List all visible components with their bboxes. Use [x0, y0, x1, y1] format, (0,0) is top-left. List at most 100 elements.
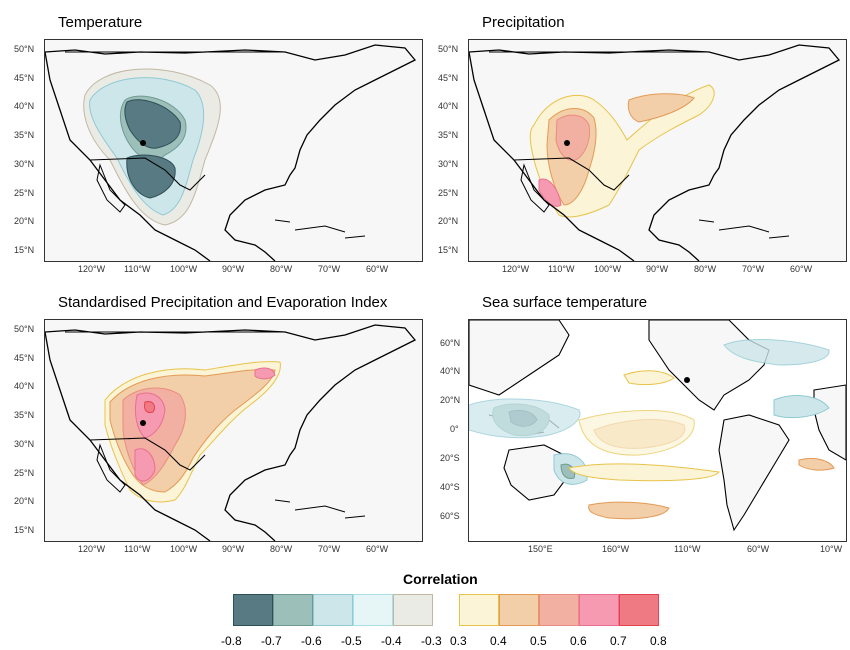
precipitation-lon-tick: 90°W	[646, 264, 669, 274]
precipitation-corr-06	[538, 178, 562, 207]
spei-lon-tick: 80°W	[270, 544, 293, 554]
temperature-lat-tick: 40°N	[14, 101, 35, 111]
temperature-lon-tick: 80°W	[270, 264, 293, 274]
precipitation-lon-tick: 120°W	[502, 264, 530, 274]
sst-corr-neg-04	[723, 339, 830, 366]
spei-lat-tick: 20°N	[14, 496, 35, 506]
spei-border	[65, 331, 285, 471]
spei-lat-tick: 25°N	[14, 468, 35, 478]
legend-label-positive: 0.6	[570, 634, 587, 648]
legend-swatch-positive	[499, 594, 539, 626]
precipitation-lat-tick: 20°N	[438, 216, 459, 226]
spei-corr-07c	[254, 367, 276, 380]
spei-corr-07	[134, 392, 166, 439]
spei-corr-07b	[134, 448, 156, 482]
precipitation-lat-tick: 30°N	[438, 159, 459, 169]
spei-lon-tick: 60°W	[366, 544, 389, 554]
temperature-lat-tick: 50°N	[14, 44, 35, 54]
precipitation-lat-tick: 40°N	[438, 101, 459, 111]
sst-lon-tick: 110°W	[674, 544, 701, 554]
temperature-baja	[96, 163, 126, 213]
temperature-title: Temperature	[58, 14, 143, 31]
temperature-lon-tick: 100°W	[170, 264, 198, 274]
sst-corr-pos-03b	[568, 463, 720, 482]
sst-corr-pos-03c	[623, 370, 675, 386]
spei-coastline	[45, 324, 417, 541]
sst-corr-pos-04c	[798, 457, 835, 471]
sst-lon-tick: 160°W	[602, 544, 630, 554]
spei-lon-tick: 120°W	[78, 544, 106, 554]
sst-corr-neg-05c	[773, 395, 830, 419]
precipitation-lat-tick: 15°N	[438, 245, 459, 255]
spei-map	[44, 319, 423, 542]
legend-swatch-positive	[459, 594, 499, 626]
temperature-lat-tick: 15°N	[14, 245, 35, 255]
legend-title: Correlation	[403, 571, 478, 587]
temperature-lat-tick: 20°N	[14, 216, 35, 226]
legend-label-positive: 0.4	[490, 634, 507, 648]
sst-lat-tick: 20°S	[440, 453, 460, 463]
legend-label-negative: -0.8	[221, 634, 242, 648]
spei-corr-08	[144, 401, 156, 413]
spei-lat-tick: 45°N	[14, 353, 35, 363]
precipitation-lon-tick: 80°W	[694, 264, 717, 274]
sst-lat-tick: 60°N	[440, 338, 461, 348]
spei-site-marker	[140, 420, 146, 426]
temperature-lat-tick: 35°N	[14, 130, 35, 140]
spei-caribbean	[274, 499, 366, 519]
precipitation-map	[468, 39, 847, 262]
legend-swatch-positive	[539, 594, 579, 626]
legend-label-negative: -0.5	[341, 634, 362, 648]
sst-land-south-america	[718, 414, 790, 532]
precipitation-lon-tick: 70°W	[742, 264, 765, 274]
temperature-site-marker	[140, 140, 146, 146]
precipitation-corr-05	[555, 114, 590, 161]
temperature-lat-tick: 45°N	[14, 73, 35, 83]
spei-lon-tick: 90°W	[222, 544, 245, 554]
legend-label-negative: -0.7	[261, 634, 282, 648]
legend-label-positive: 0.8	[650, 634, 667, 648]
spei-lat-tick: 15°N	[14, 525, 35, 535]
precipitation-lat-tick: 50°N	[438, 44, 459, 54]
temperature-lat-tick: 30°N	[14, 159, 35, 169]
temperature-corr-08	[124, 99, 181, 149]
spei-title: Standardised Precipitation and Evaporati…	[58, 294, 388, 311]
precipitation-baja	[520, 163, 550, 213]
temperature-corr-08b	[126, 154, 176, 199]
temperature-lon-tick: 70°W	[318, 264, 341, 274]
sst-lat-tick: 40°N	[440, 366, 461, 376]
legend-label-positive: 0.5	[530, 634, 547, 648]
legend-swatch-negative	[233, 594, 273, 626]
temperature-caribbean	[274, 219, 366, 239]
legend-label-negative: -0.6	[301, 634, 322, 648]
sst-corr-pos-04b	[588, 501, 670, 520]
legend-swatch-negative	[393, 594, 433, 626]
precipitation-lat-tick: 45°N	[438, 73, 459, 83]
spei-lon-tick: 110°W	[124, 544, 151, 554]
temperature-lon-tick: 120°W	[78, 264, 106, 274]
precipitation-title: Precipitation	[482, 14, 565, 31]
legend-label-negative: -0.3	[421, 634, 442, 648]
legend-label-positive: 0.3	[450, 634, 467, 648]
sst-land-australia	[503, 444, 570, 501]
legend-swatch-positive	[579, 594, 619, 626]
sst-map	[468, 319, 847, 542]
sst-site-marker	[684, 377, 690, 383]
legend-label-positive: 0.7	[610, 634, 627, 648]
precipitation-border	[489, 51, 709, 191]
sst-lon-tick: 60°W	[747, 544, 770, 554]
precipitation-corr-05b	[627, 93, 695, 123]
sst-land-north-america	[648, 320, 770, 411]
spei-lat-tick: 35°N	[14, 410, 35, 420]
legend-swatch-positive	[619, 594, 659, 626]
precipitation-lon-tick: 110°W	[548, 264, 575, 274]
temperature-coastline	[45, 44, 417, 261]
precipitation-lon-tick: 60°W	[790, 264, 813, 274]
precipitation-lat-tick: 25°N	[438, 188, 459, 198]
sst-lat-tick: 40°S	[440, 482, 460, 492]
sst-title: Sea surface temperature	[482, 294, 648, 311]
spei-lat-tick: 40°N	[14, 381, 35, 391]
precipitation-site-marker	[564, 140, 570, 146]
sst-corr-neg-05	[469, 398, 581, 439]
precipitation-caribbean	[698, 219, 790, 239]
